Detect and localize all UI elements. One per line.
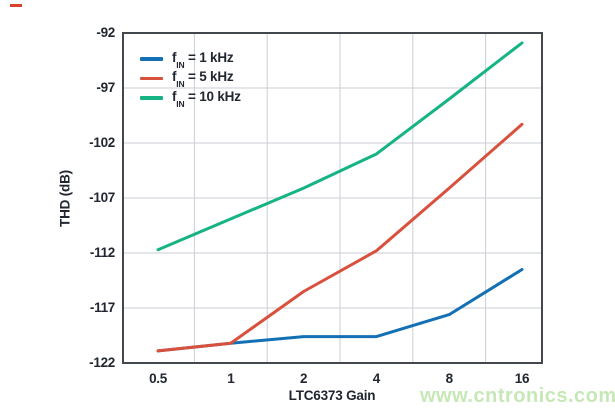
series-line-2 — [156, 41, 524, 252]
y-tick-label: -122 — [89, 355, 115, 370]
legend-swatch — [140, 96, 163, 100]
legend-swatch — [140, 57, 163, 61]
legend-item: fIN = 10 kHz — [140, 88, 241, 109]
x-axis-title: LTC6373 Gain — [288, 388, 376, 403]
y-tick-label: -97 — [96, 80, 115, 95]
plot-border — [122, 32, 543, 364]
legend-label: fIN = 10 kHz — [172, 88, 241, 109]
legend: fIN = 1 kHz fIN = 5 kHz fIN = 10 kHz — [140, 49, 241, 109]
corner-red-mark — [10, 4, 22, 7]
y-tick-label: -102 — [89, 135, 115, 150]
y-tick-label: -107 — [89, 190, 115, 205]
x-tick-label: 1 — [227, 371, 235, 386]
y-tick-label: -92 — [96, 25, 115, 40]
series-line-1 — [156, 122, 524, 353]
x-tick-label: 4 — [372, 371, 381, 386]
y-tick-label: -117 — [89, 300, 115, 315]
legend-label: fIN = 5 kHz — [172, 69, 234, 90]
legend-label: fIN = 1 kHz — [172, 49, 234, 70]
x-tick-label: 0.5 — [149, 371, 167, 386]
watermark: www.cntronics.com — [420, 385, 615, 407]
y-tick-label: -112 — [89, 245, 115, 260]
legend-item: fIN = 5 kHz — [140, 69, 241, 89]
legend-item: fIN = 1 kHz — [140, 49, 241, 70]
legend-swatch — [140, 76, 163, 80]
x-tick-label: 2 — [299, 371, 308, 386]
x-tick-label: 16 — [514, 371, 530, 386]
x-tick-label: 8 — [445, 371, 454, 386]
